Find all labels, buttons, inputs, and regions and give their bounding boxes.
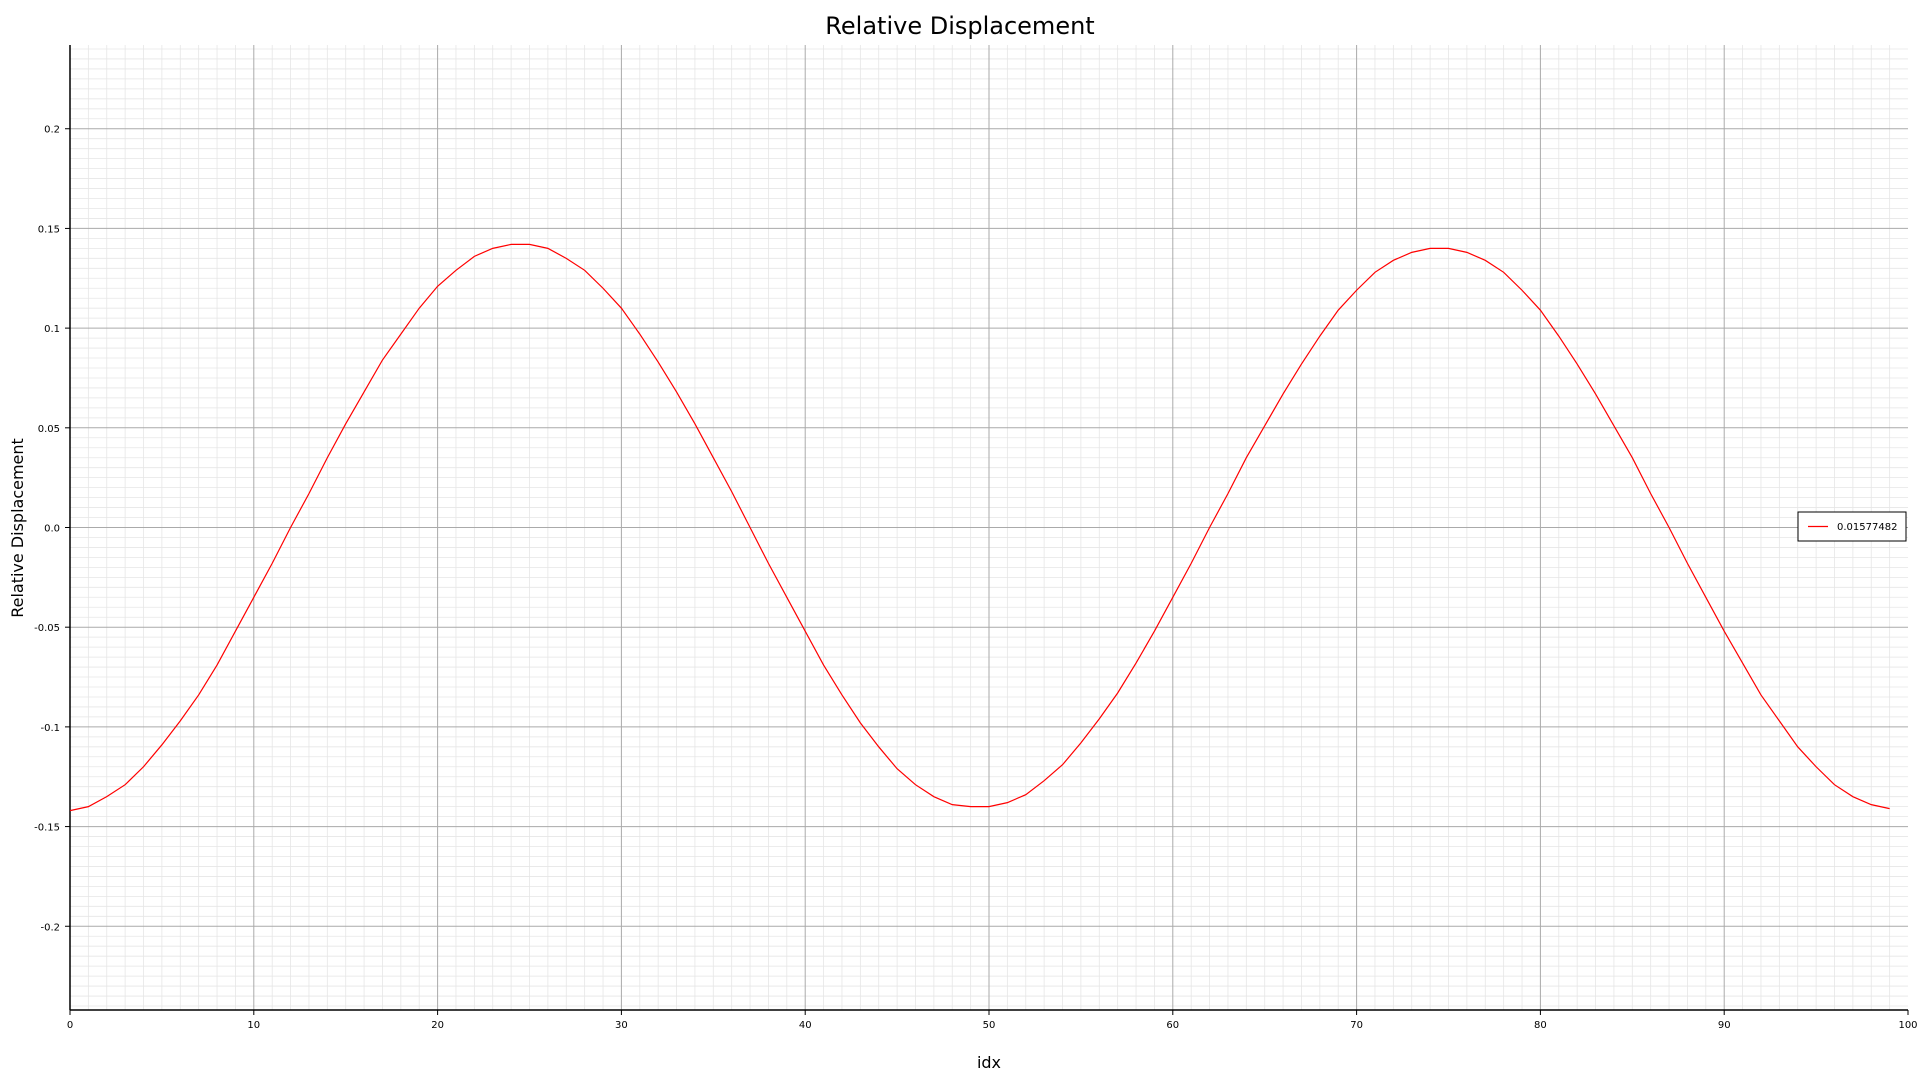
y-tick-label: 0.1 [44, 324, 60, 335]
series-group [69, 243, 1890, 812]
y-tick-label: 0.0 [44, 524, 60, 535]
x-tick-label: 50 [983, 1020, 996, 1031]
legend-label: 0.01577482 [1837, 522, 1897, 533]
x-tick-label: 40 [799, 1020, 812, 1031]
y-tick-label: -0.1 [40, 723, 60, 734]
x-tick-label: 70 [1350, 1020, 1363, 1031]
x-axis-label: idx [977, 1053, 1001, 1072]
x-ticks: 0 10 20 30 40 50 60 70 80 90 100 [67, 1010, 1918, 1031]
y-tick-label: -0.05 [34, 623, 60, 634]
y-tick-label: 0.15 [38, 224, 60, 235]
x-tick-label: 100 [1898, 1020, 1917, 1031]
y-tick-label: 0.2 [44, 125, 60, 136]
x-tick-label: 20 [431, 1020, 444, 1031]
y-tick-label: -0.2 [40, 922, 60, 933]
x-tick-label: 30 [615, 1020, 628, 1031]
x-tick-label: 10 [247, 1020, 260, 1031]
y-tick-label: 0.05 [38, 424, 60, 435]
series-line [69, 243, 1890, 812]
legend: 0.01577482 [1797, 511, 1907, 542]
x-tick-label: 90 [1718, 1020, 1731, 1031]
y-tick-label: -0.15 [34, 823, 60, 834]
y-ticks: -0.2 -0.15 -0.1 -0.05 0.0 0.05 0.1 0.15 0.2 [34, 125, 70, 933]
grid-major [70, 45, 1908, 1010]
chart-title: Relative Displacement [825, 12, 1094, 40]
x-tick-label: 60 [1166, 1020, 1179, 1031]
x-tick-label: 80 [1534, 1020, 1547, 1031]
y-axis-label: Relative Displacement [8, 438, 27, 618]
x-tick-label: 0 [67, 1020, 73, 1031]
